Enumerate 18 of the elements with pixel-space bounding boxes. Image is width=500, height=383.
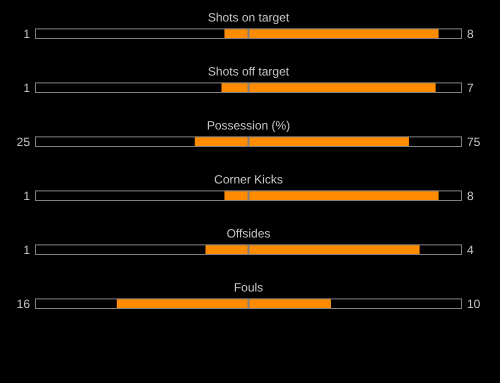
data-label: 7	[467, 81, 474, 96]
text: Offsides	[226, 226, 270, 241]
data-label: 1	[23, 243, 30, 258]
data-label: 1	[23, 27, 30, 42]
data-label: 4	[467, 243, 474, 258]
data-label: 8	[467, 189, 474, 204]
data-label: 8	[467, 27, 474, 42]
data-label: 75	[467, 135, 481, 150]
text: Fouls	[234, 280, 264, 295]
data-label: 10	[467, 297, 481, 312]
text: Possession (%)	[206, 118, 290, 133]
text: Shots on target	[208, 10, 290, 25]
data-label: 16	[16, 297, 30, 312]
text: Corner Kicks	[214, 172, 283, 187]
data-label: 25	[16, 135, 30, 150]
text: Shots off target	[208, 64, 290, 79]
data-label: 1	[23, 189, 30, 204]
data-label: 1	[23, 81, 30, 96]
